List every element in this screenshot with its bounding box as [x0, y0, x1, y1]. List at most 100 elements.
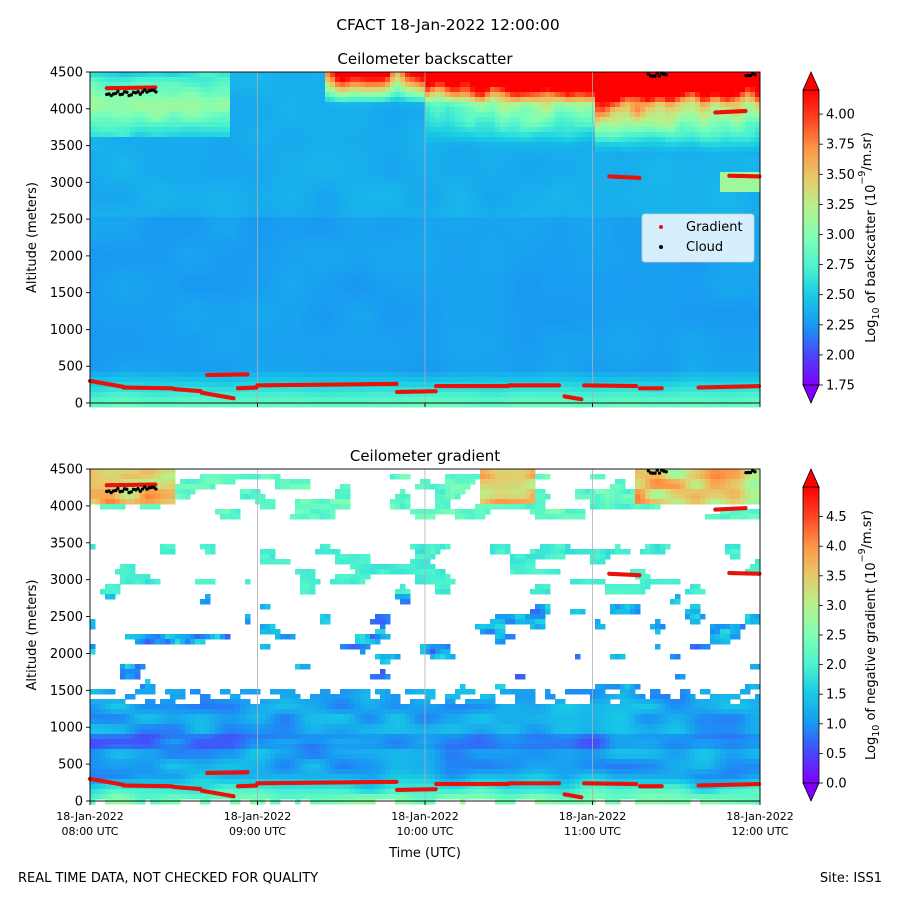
heat-cell: [545, 122, 551, 128]
heat-cell: [615, 122, 621, 128]
heat-cell: [550, 177, 556, 183]
heat-cell: [205, 72, 211, 78]
heat-cell: [625, 252, 631, 258]
heat-cell: [665, 92, 671, 98]
heat-cell: [455, 197, 461, 203]
heat-cell: [495, 237, 501, 243]
heat-cell: [625, 242, 631, 248]
heat-cell: [170, 162, 176, 168]
heat-cell: [205, 207, 211, 213]
heat-cell: [520, 232, 526, 238]
heat-cell: [530, 82, 536, 88]
heat-cell: [460, 152, 466, 158]
heat-cell: [510, 242, 516, 248]
heat-cell: [245, 127, 251, 133]
heat-cell: [470, 167, 476, 173]
heat-cell: [480, 242, 486, 248]
heat-cell: [340, 107, 346, 113]
heat-cell: [340, 132, 346, 138]
heat-cell: [400, 242, 406, 248]
heat-cell: [105, 182, 111, 188]
heat-cell: [610, 152, 616, 158]
heat-cell: [540, 152, 546, 158]
heat-cell: [560, 82, 566, 88]
heat-cell: [280, 207, 286, 213]
heat-cell: [205, 162, 211, 168]
heat-cell: [145, 177, 151, 183]
heat-cell: [135, 217, 141, 223]
heat-cell: [510, 197, 516, 203]
heat-cell: [285, 102, 291, 108]
heat-cell: [380, 247, 386, 253]
heat-cell: [310, 137, 316, 143]
heat-cell: [115, 242, 121, 248]
heat-cell: [430, 107, 436, 113]
heat-cell: [570, 147, 576, 153]
heat-cell: [630, 192, 636, 198]
heat-cell: [685, 192, 691, 198]
heat-cell: [740, 97, 746, 103]
heat-cell: [175, 122, 181, 128]
heat-cell: [570, 222, 576, 228]
heat-cell: [275, 137, 281, 143]
heat-cell: [425, 92, 431, 98]
heat-cell: [445, 177, 451, 183]
heat-cell: [190, 182, 196, 188]
heat-cell: [710, 122, 716, 128]
heat-cell: [205, 157, 211, 163]
heat-cell: [580, 77, 586, 83]
heat-cell: [120, 217, 126, 223]
heat-cell: [500, 142, 506, 148]
heat-cell: [445, 242, 451, 248]
heat-cell: [390, 182, 396, 188]
heat-cell: [145, 167, 151, 173]
heat-cell: [250, 182, 256, 188]
heat-cell: [355, 177, 361, 183]
heat-cell: [555, 212, 561, 218]
heat-cell: [555, 107, 561, 113]
heat-cell: [600, 167, 606, 173]
heat-cell: [530, 217, 536, 223]
heat-cell: [235, 77, 241, 83]
heat-cell: [205, 112, 211, 118]
heat-cell: [175, 107, 181, 113]
heat-cell: [510, 227, 516, 233]
heat-cell: [155, 207, 161, 213]
heat-cell: [330, 92, 336, 98]
heat-cell: [345, 187, 351, 193]
heat-cell: [720, 182, 726, 188]
heat-cell: [735, 112, 741, 118]
heat-cell: [270, 207, 276, 213]
heat-cell: [340, 97, 346, 103]
heat-cell: [145, 182, 151, 188]
heat-cell: [155, 77, 161, 83]
heat-cell: [130, 222, 136, 228]
heat-cell: [300, 142, 306, 148]
heat-cell: [525, 157, 531, 163]
heat-cell: [540, 157, 546, 163]
heat-cell: [260, 117, 266, 123]
heat-cell: [275, 217, 281, 223]
heat-cell: [510, 232, 516, 238]
heat-cell: [235, 227, 241, 233]
heat-cell: [455, 137, 461, 143]
heat-cell: [675, 92, 681, 98]
heat-cell: [270, 242, 276, 248]
heat-cell: [240, 222, 246, 228]
heat-cell: [475, 202, 481, 208]
heat-cell: [130, 127, 136, 133]
heat-cell: [555, 77, 561, 83]
heat-cell: [320, 197, 326, 203]
heat-cell: [505, 142, 511, 148]
heat-cell: [125, 82, 131, 88]
heat-cell: [175, 127, 181, 133]
heat-cell: [570, 102, 576, 108]
heat-cell: [440, 242, 446, 248]
heat-cell: [525, 142, 531, 148]
heat-cell: [165, 197, 171, 203]
heat-cell: [405, 242, 411, 248]
heat-cell: [115, 147, 121, 153]
heat-cell: [205, 187, 211, 193]
heat-cell: [270, 177, 276, 183]
heat-cell: [715, 117, 721, 123]
